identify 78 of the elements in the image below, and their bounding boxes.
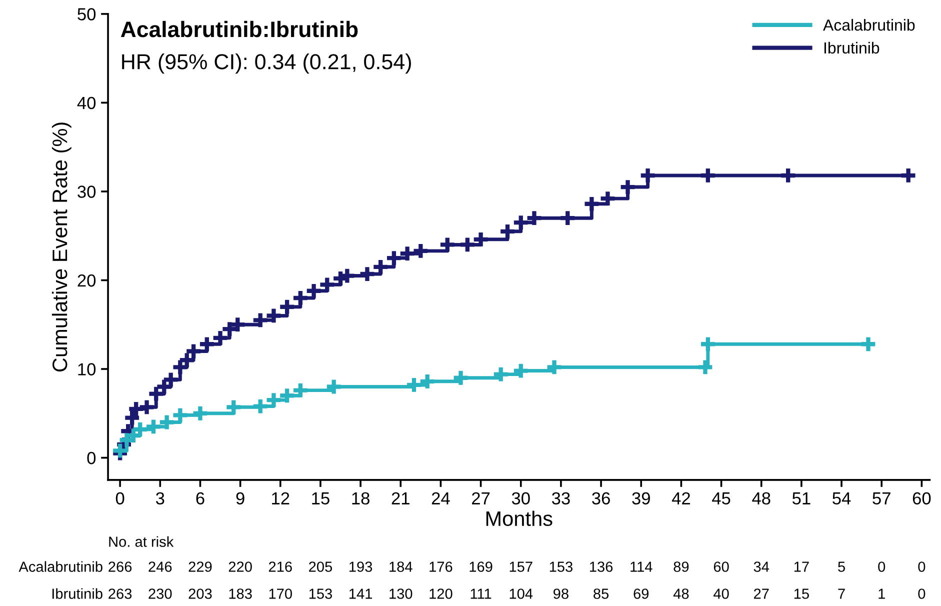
text: 183 xyxy=(229,588,252,599)
text: HR (95% CI): 0.34 (0.21, 0.54) xyxy=(122,54,411,74)
text: 184 xyxy=(390,562,412,572)
x-axis-title: Months xyxy=(486,510,552,526)
x-tick-label: 12 xyxy=(272,492,290,504)
text: 89 xyxy=(674,562,689,572)
text: 157 xyxy=(510,562,532,572)
x-tick-label: 36 xyxy=(592,492,610,505)
text: 15 xyxy=(794,588,809,599)
y-axis-title: Cumulative Event Rate (%) xyxy=(52,122,72,372)
text: 69 xyxy=(634,588,649,599)
x-tick-label: 33 xyxy=(552,492,570,505)
x-tick-label: 42 xyxy=(672,492,690,504)
text: 153 xyxy=(309,588,332,599)
text: 7 xyxy=(838,588,845,599)
text: 193 xyxy=(349,562,372,572)
text: 136 xyxy=(590,562,613,572)
text: 0 xyxy=(918,562,926,572)
text: 229 xyxy=(188,562,212,572)
text: 216 xyxy=(268,562,292,572)
legend-label: Ibrutinib xyxy=(824,42,880,54)
text: 17 xyxy=(794,562,809,572)
text: 170 xyxy=(269,588,292,599)
text: 5 xyxy=(838,562,845,572)
text: 130 xyxy=(390,588,412,599)
text: 85 xyxy=(594,588,609,599)
text: 263 xyxy=(108,588,132,599)
x-tick-label: 60 xyxy=(912,492,931,505)
text: Ibrutinib xyxy=(52,588,102,599)
x-tick-label: 6 xyxy=(196,492,204,505)
x-tick-label: 30 xyxy=(512,492,530,505)
x-tick-label: 3 xyxy=(156,492,164,505)
text: 153 xyxy=(550,562,572,572)
y-tick-label: 30 xyxy=(78,186,96,198)
text: No. at risk xyxy=(109,536,174,547)
text: 0 xyxy=(878,562,886,572)
text: 111 xyxy=(470,588,492,599)
text: 220 xyxy=(228,562,252,572)
text: 114 xyxy=(630,562,652,572)
x-tick-label: 48 xyxy=(752,492,770,505)
x-tick-label: 57 xyxy=(872,492,890,505)
text: 104 xyxy=(510,588,533,599)
text: 34 xyxy=(754,562,770,572)
chart-title: Acalabrutinib:Ibrutinib xyxy=(120,20,358,38)
text: 205 xyxy=(309,562,332,572)
text: Acalabrutinib xyxy=(18,561,102,572)
text: 98 xyxy=(554,588,568,599)
text: 120 xyxy=(430,588,452,599)
x-tick-label: 54 xyxy=(832,492,851,505)
text: 230 xyxy=(148,588,172,599)
y-tick-label: 0 xyxy=(87,452,96,464)
x-tick-label: 9 xyxy=(236,492,244,505)
text: 0 xyxy=(918,588,926,599)
x-tick-label: 45 xyxy=(712,492,730,505)
x-tick-label: 27 xyxy=(472,492,490,504)
text: 176 xyxy=(430,562,452,572)
text: 40 xyxy=(714,588,729,599)
y-tick-label: 10 xyxy=(78,363,96,376)
y-tick-label: 50 xyxy=(78,8,96,20)
text: 266 xyxy=(108,562,132,572)
x-tick-label: 21 xyxy=(392,492,410,504)
x-tick-label: 39 xyxy=(632,492,650,505)
x-tick-label: 15 xyxy=(312,492,330,505)
legend-label: Acalabrutinib xyxy=(823,18,915,31)
text: 203 xyxy=(188,588,212,599)
text: 141 xyxy=(349,588,372,599)
text: 1 xyxy=(878,588,885,599)
x-tick-label: 18 xyxy=(352,492,370,505)
text: 48 xyxy=(673,588,689,599)
x-tick-label: 51 xyxy=(792,492,810,505)
text: 60 xyxy=(714,562,729,572)
text: 27 xyxy=(754,588,769,599)
text: 169 xyxy=(470,562,492,572)
x-tick-label: 0 xyxy=(116,492,124,505)
y-tick-label: 20 xyxy=(78,274,96,287)
y-tick-label: 40 xyxy=(77,96,96,110)
x-tick-label: 24 xyxy=(432,492,450,504)
text: 246 xyxy=(148,562,172,572)
